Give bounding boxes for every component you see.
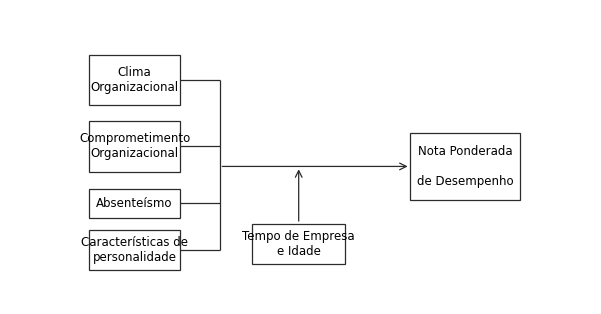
FancyBboxPatch shape xyxy=(410,133,520,200)
FancyBboxPatch shape xyxy=(89,121,180,172)
FancyBboxPatch shape xyxy=(252,224,346,264)
FancyBboxPatch shape xyxy=(89,230,180,270)
Text: Características de
personalidade: Características de personalidade xyxy=(81,236,188,264)
Text: Tempo de Empresa
e Idade: Tempo de Empresa e Idade xyxy=(242,230,355,258)
FancyBboxPatch shape xyxy=(89,55,180,106)
Text: Absenteísmo: Absenteísmo xyxy=(96,197,172,210)
Text: Nota Ponderada

de Desempenho: Nota Ponderada de Desempenho xyxy=(417,145,513,188)
Text: Comprometimento
Organizacional: Comprometimento Organizacional xyxy=(79,133,190,160)
Text: Clima
Organizacional: Clima Organizacional xyxy=(90,66,178,94)
FancyBboxPatch shape xyxy=(89,189,180,218)
